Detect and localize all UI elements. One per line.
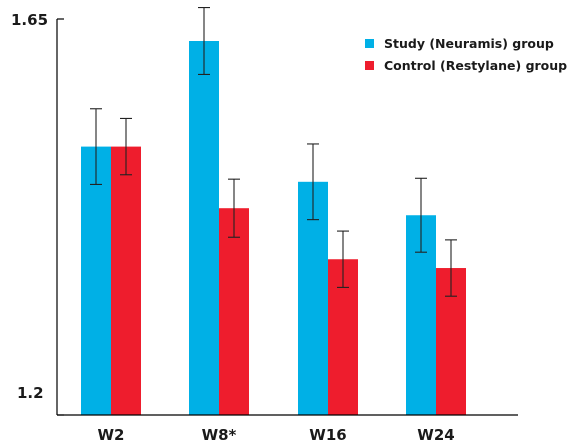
x-tick-label-w16: W16 [309,426,346,444]
x-tick-label-w8: W8* [202,426,237,444]
x-tick-label-w2: W2 [98,426,125,444]
error-bar-control-w8 [228,178,240,238]
bar-study-w16 [298,181,328,415]
legend-label-control: Control (Restylane) group [384,58,567,73]
y-tick-label-top: 1.65 [11,11,48,29]
bar-control-w8 [219,208,249,415]
bar-control-w2 [111,146,141,415]
error-bar-control-w24 [445,239,457,297]
error-bar-study-w2 [90,108,102,185]
error-bar-study-w16 [307,143,319,221]
error-bars-layer [90,7,457,297]
y-tick-label-bottom: 1.2 [17,384,44,402]
error-bar-control-w2 [120,117,132,176]
x-tick-label-w24: W24 [417,426,454,444]
legend-label-study: Study (Neuramis) group [384,36,554,51]
x-tick-labels: W2 W8* W16 W24 [98,426,455,444]
legend-swatch-control [365,61,374,70]
bar-study-w8 [189,41,219,415]
legend-swatch-study [365,39,374,48]
error-bar-control-w16 [337,230,349,288]
error-bar-study-w8 [198,7,210,75]
error-bar-study-w24 [415,177,427,253]
legend: Study (Neuramis) group Control (Restylan… [365,36,567,73]
bars-layer [81,41,466,415]
bar-study-w2 [81,146,111,415]
